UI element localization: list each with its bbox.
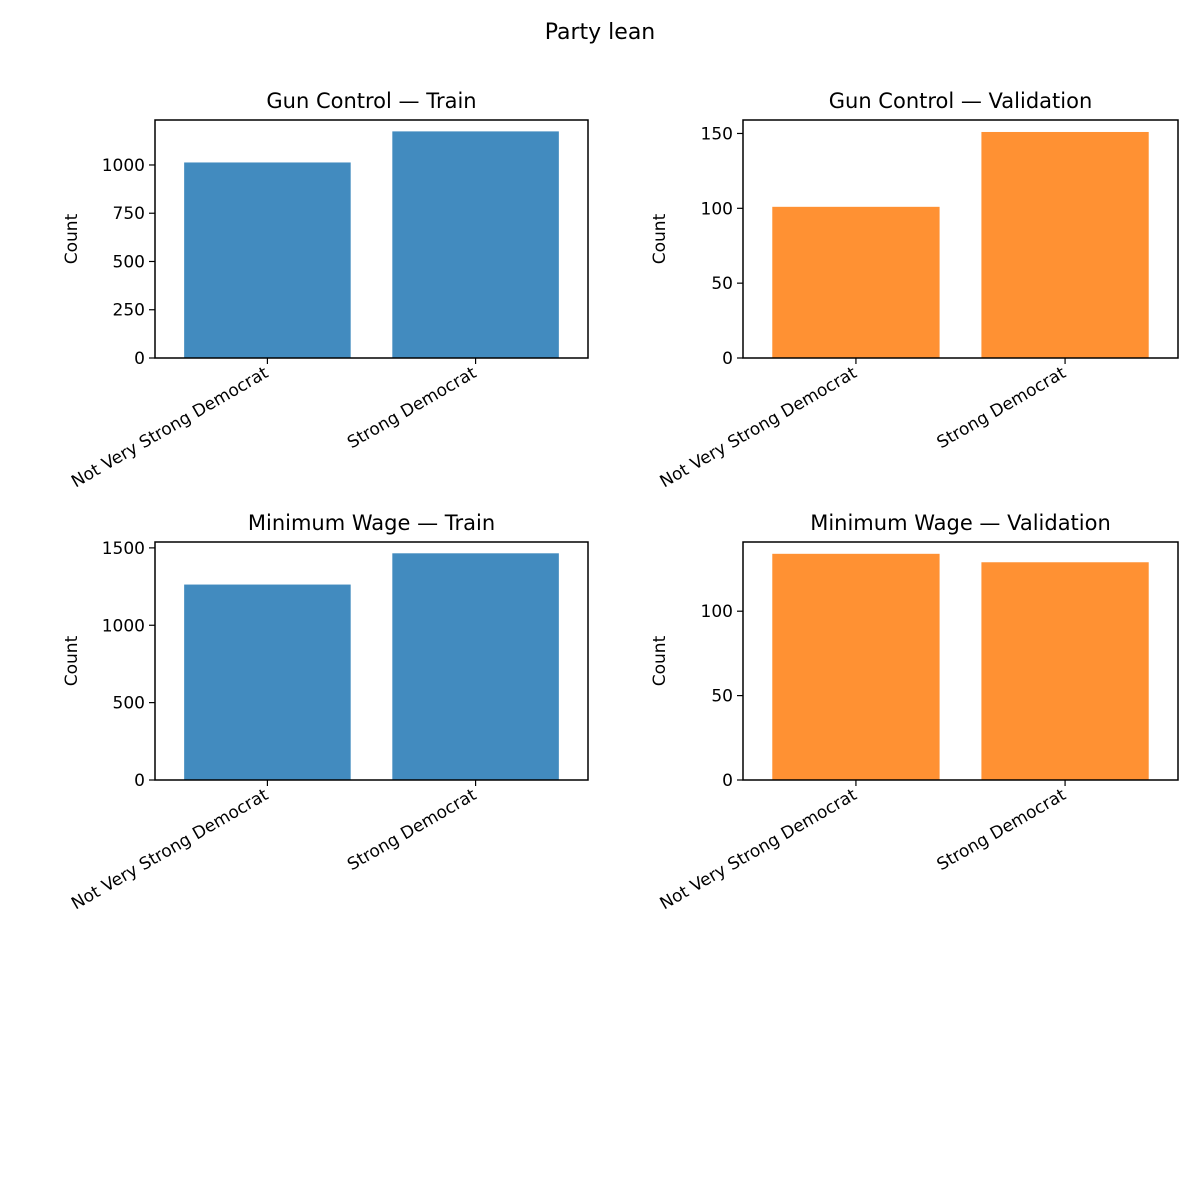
subplot-title: Minimum Wage — Train (248, 511, 495, 535)
axes-frame (742, 541, 1179, 781)
x-tick-label: Strong Democrat (344, 785, 480, 875)
bar (392, 553, 559, 780)
y-axis-label: Count (62, 635, 82, 686)
x-tick-label: Strong Democrat (344, 363, 480, 453)
y-axis-label: Count (650, 635, 670, 686)
y-axis-label: Count (62, 213, 82, 264)
x-tick-label: Not Very Strong Democrat (657, 363, 861, 492)
x-tick-label: Not Very Strong Democrat (657, 785, 861, 914)
subplot-3: 0 500 1000 1500 Not Very Strong Democrat Stro… (62, 511, 589, 914)
axes-frame (154, 119, 589, 359)
y-tick-label: 0 (134, 349, 145, 369)
y-axis-label: Count (650, 213, 670, 264)
y-tick-label: 0 (722, 771, 733, 791)
bar (772, 553, 940, 780)
subplot-title: Gun Control — Validation (829, 89, 1093, 113)
bar (184, 584, 351, 780)
y-tick-label: 150 (701, 124, 733, 144)
x-tick-label: Strong Democrat (934, 363, 1070, 453)
figure-title: Party lean (544, 20, 656, 45)
y-tick-label: 500 (113, 252, 145, 272)
subplot-title: Minimum Wage — Validation (810, 511, 1111, 535)
x-tick-label: Not Very Strong Democrat (68, 785, 272, 914)
y-tick-label: 1000 (102, 156, 145, 176)
y-tick-label: 50 (711, 687, 733, 707)
bar (184, 162, 351, 358)
bar (981, 562, 1149, 780)
y-tick-label: 100 (701, 602, 733, 622)
y-tick-label: 0 (722, 349, 733, 369)
y-tick-label: 1500 (102, 539, 145, 559)
y-tick-label: 100 (701, 199, 733, 219)
y-tick-label: 0 (134, 771, 145, 791)
y-tick-label: 750 (113, 204, 145, 224)
y-tick-label: 250 (113, 301, 145, 321)
axes-frame (742, 119, 1179, 359)
subplot-title: Gun Control — Train (266, 89, 476, 113)
bar (772, 206, 940, 358)
x-tick-label: Strong Democrat (934, 785, 1070, 875)
subplot-4: 0 50 100 Not Very Strong Democrat Strong Dem… (650, 511, 1179, 914)
subplot-2: 0 50 100 150 Not Very Strong Democrat Strong … (650, 89, 1179, 492)
bar (392, 131, 559, 358)
subplot-1: 0 250 500 750 1000 Not Very Strong Democrat St… (62, 89, 589, 492)
bar (981, 131, 1149, 358)
y-tick-label: 500 (113, 694, 145, 714)
x-tick-label: Not Very Strong Democrat (68, 363, 272, 492)
axes-frame (154, 541, 589, 781)
y-tick-label: 1000 (102, 616, 145, 636)
y-tick-label: 50 (711, 274, 733, 294)
